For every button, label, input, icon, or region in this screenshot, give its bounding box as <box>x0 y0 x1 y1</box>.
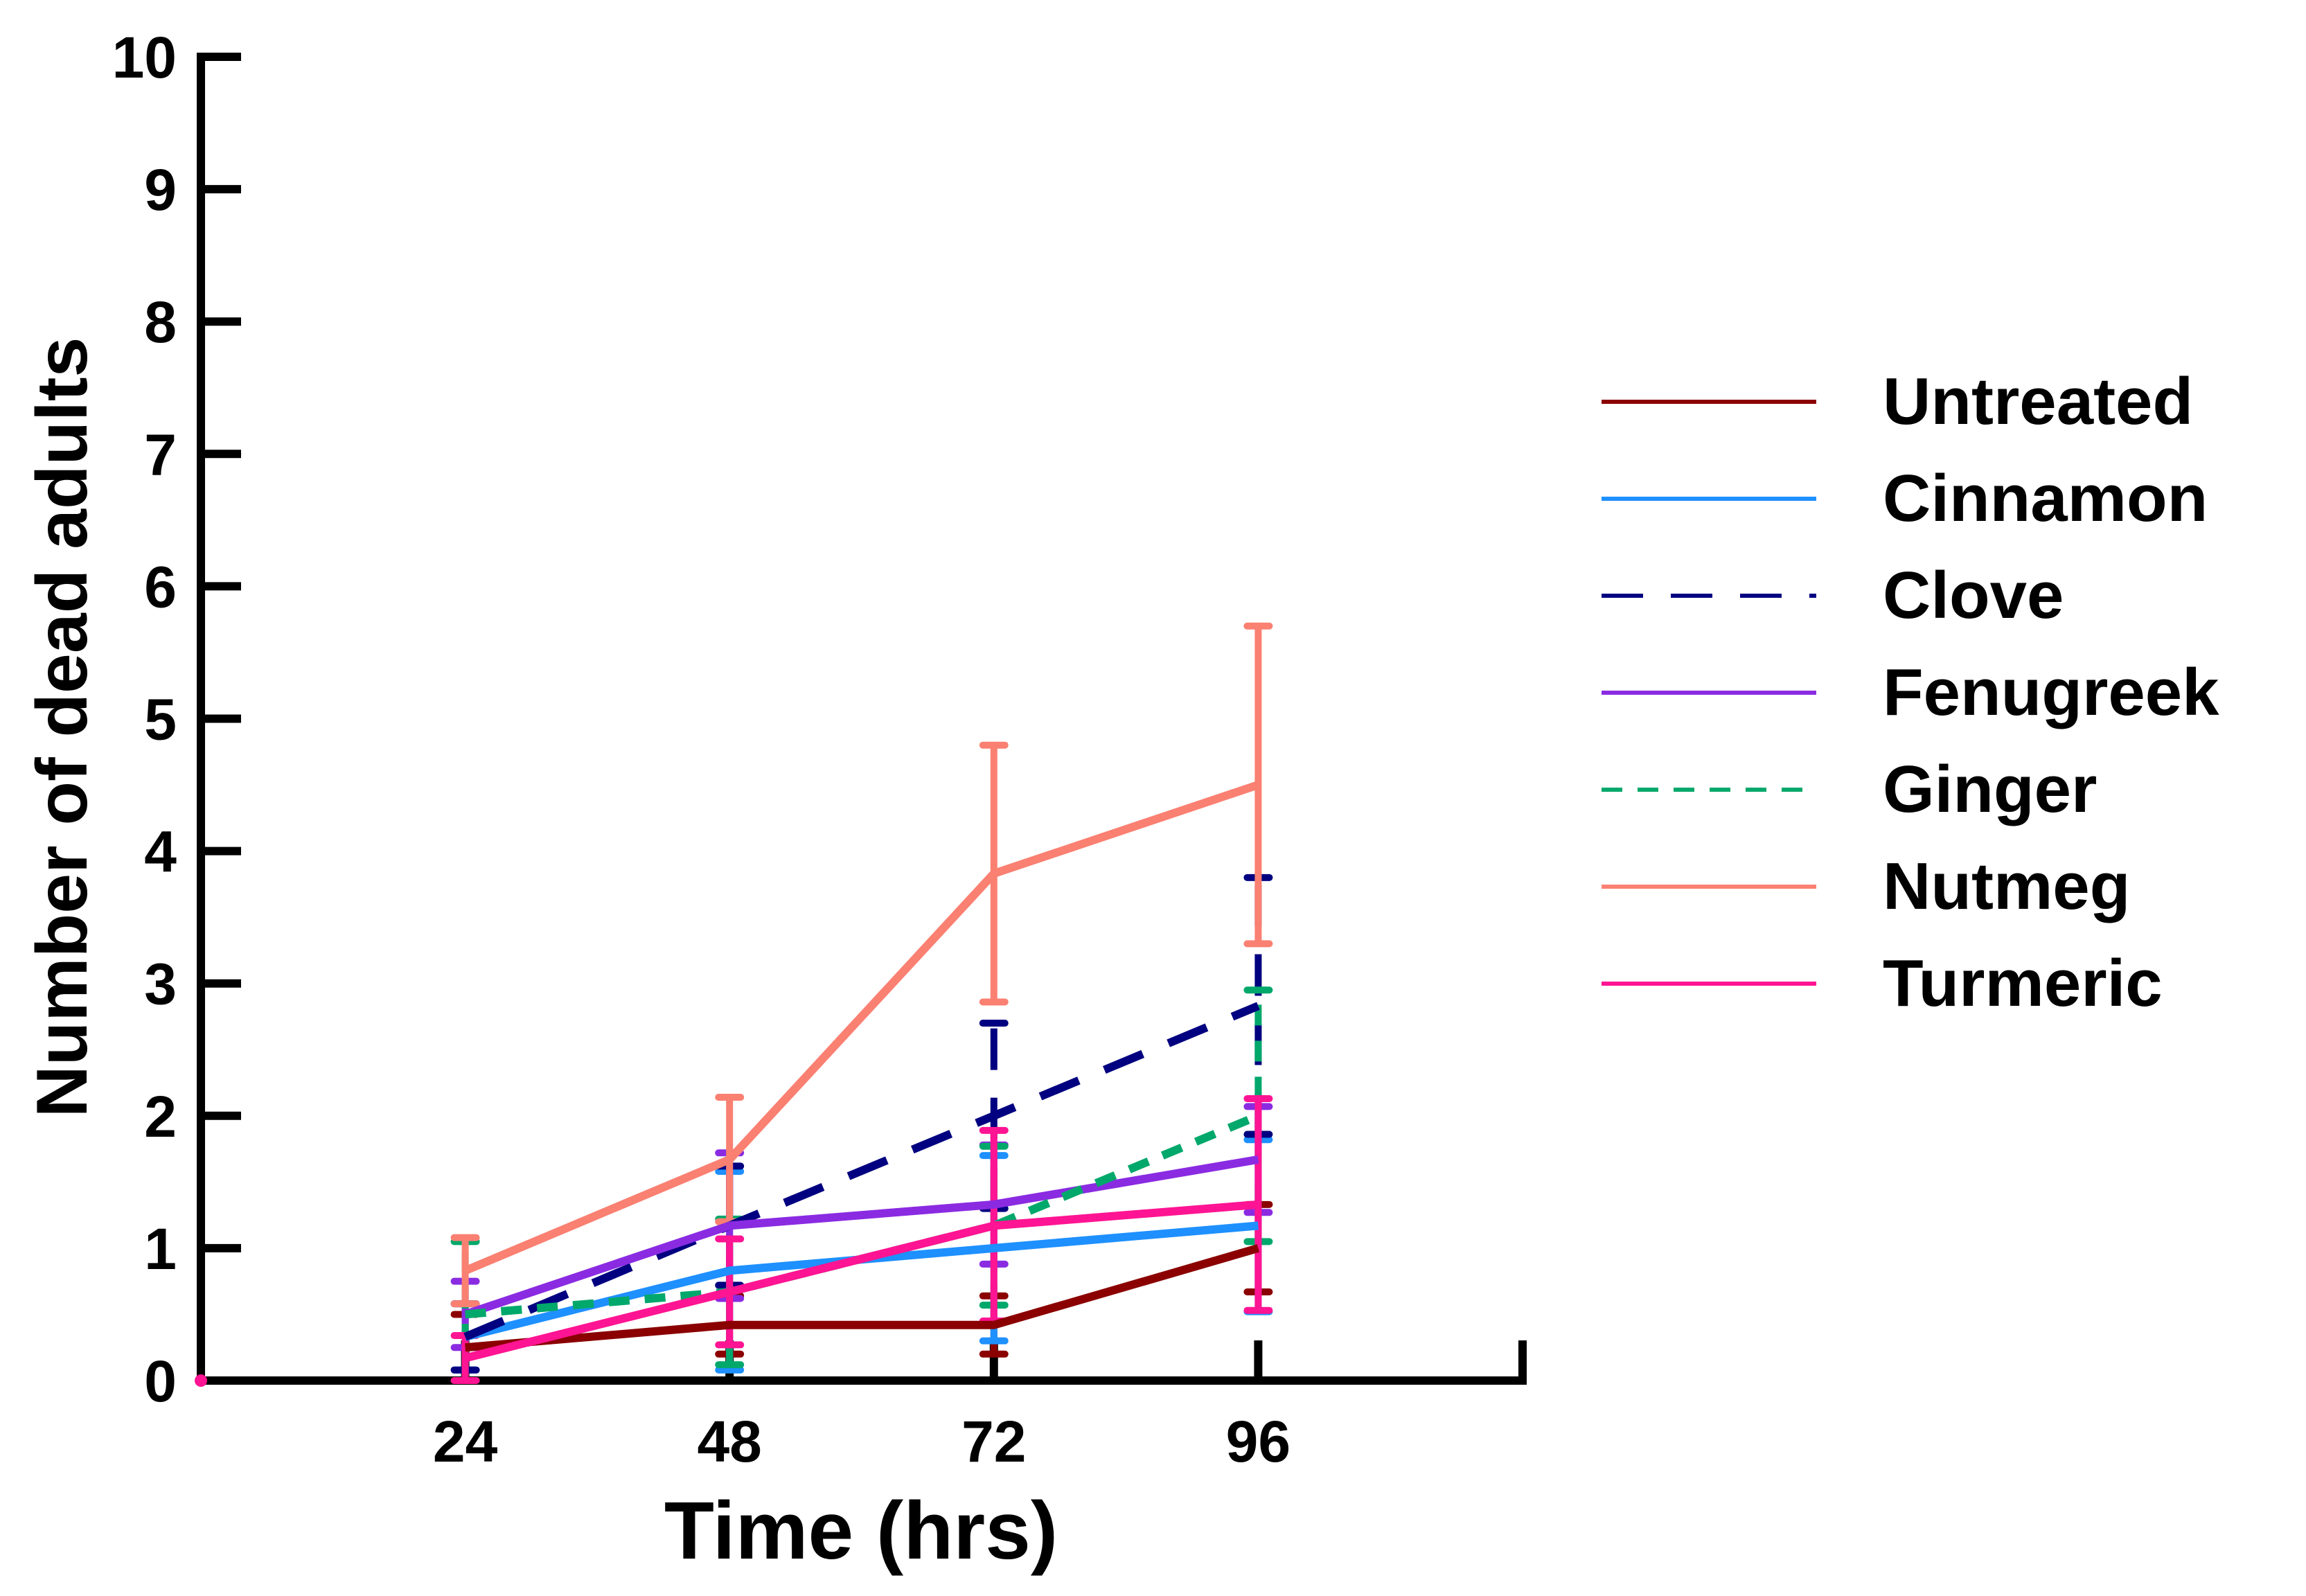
y-tick-label: 1 <box>144 1216 177 1282</box>
y-tick-label: 5 <box>144 687 177 752</box>
legend-item-untreated: Untreated <box>1602 364 2193 438</box>
y-tick-label: 7 <box>144 422 177 487</box>
x-tick-label: 96 <box>1226 1409 1291 1474</box>
y-tick-label: 3 <box>144 952 177 1017</box>
origin-point <box>195 1374 207 1387</box>
series-line-nutmeg <box>463 781 1260 1275</box>
y-tick-label: 0 <box>144 1349 177 1414</box>
legend: Untreated Cinnamon Clove Fenugreek Ginger Nut… <box>1602 364 2219 1020</box>
series-line-clove <box>463 1002 1260 1341</box>
error-bars <box>450 622 1273 1384</box>
legend-item-nutmeg: Nutmeg <box>1602 849 2130 923</box>
y-tick-label: 9 <box>144 157 177 222</box>
legend-label: Ginger <box>1883 752 2097 826</box>
legend-item-ginger: Ginger <box>1602 752 2097 826</box>
series-line-turmeric <box>464 1200 1259 1363</box>
x-tick-label: 24 <box>433 1409 498 1474</box>
legend-label: Clove <box>1883 558 2064 632</box>
series-line-untreated <box>465 1244 1260 1352</box>
y-tick-label: 10 <box>112 25 177 90</box>
series-lines <box>195 781 1260 1387</box>
legend-item-turmeric: Turmeric <box>1602 946 2163 1020</box>
x-tick-label: 72 <box>961 1409 1026 1474</box>
legend-item-cinnamon: Cinnamon <box>1602 461 2208 535</box>
series-line-fenugreek <box>463 1155 1259 1319</box>
legend-label: Nutmeg <box>1883 849 2130 923</box>
x-tick-label: 48 <box>697 1409 761 1474</box>
axes: 0 1 2 3 4 5 6 7 8 9 10 24 48 72 96 <box>112 25 1527 1474</box>
legend-label: Cinnamon <box>1883 461 2208 535</box>
x-axis-title: Time (hrs) <box>664 1485 1058 1577</box>
y-tick-label: 8 <box>144 290 177 355</box>
legend-item-fenugreek: Fenugreek <box>1602 655 2219 729</box>
legend-label: Turmeric <box>1883 946 2163 1020</box>
legend-item-clove: Clove <box>1602 558 2064 632</box>
legend-label: Fenugreek <box>1883 655 2219 729</box>
y-axis-title: Number of dead adults <box>22 337 103 1118</box>
y-tick-label: 2 <box>144 1084 177 1149</box>
legend-label: Untreated <box>1883 364 2193 438</box>
y-tick-label: 6 <box>144 554 177 619</box>
y-tick-label: 4 <box>144 819 177 885</box>
